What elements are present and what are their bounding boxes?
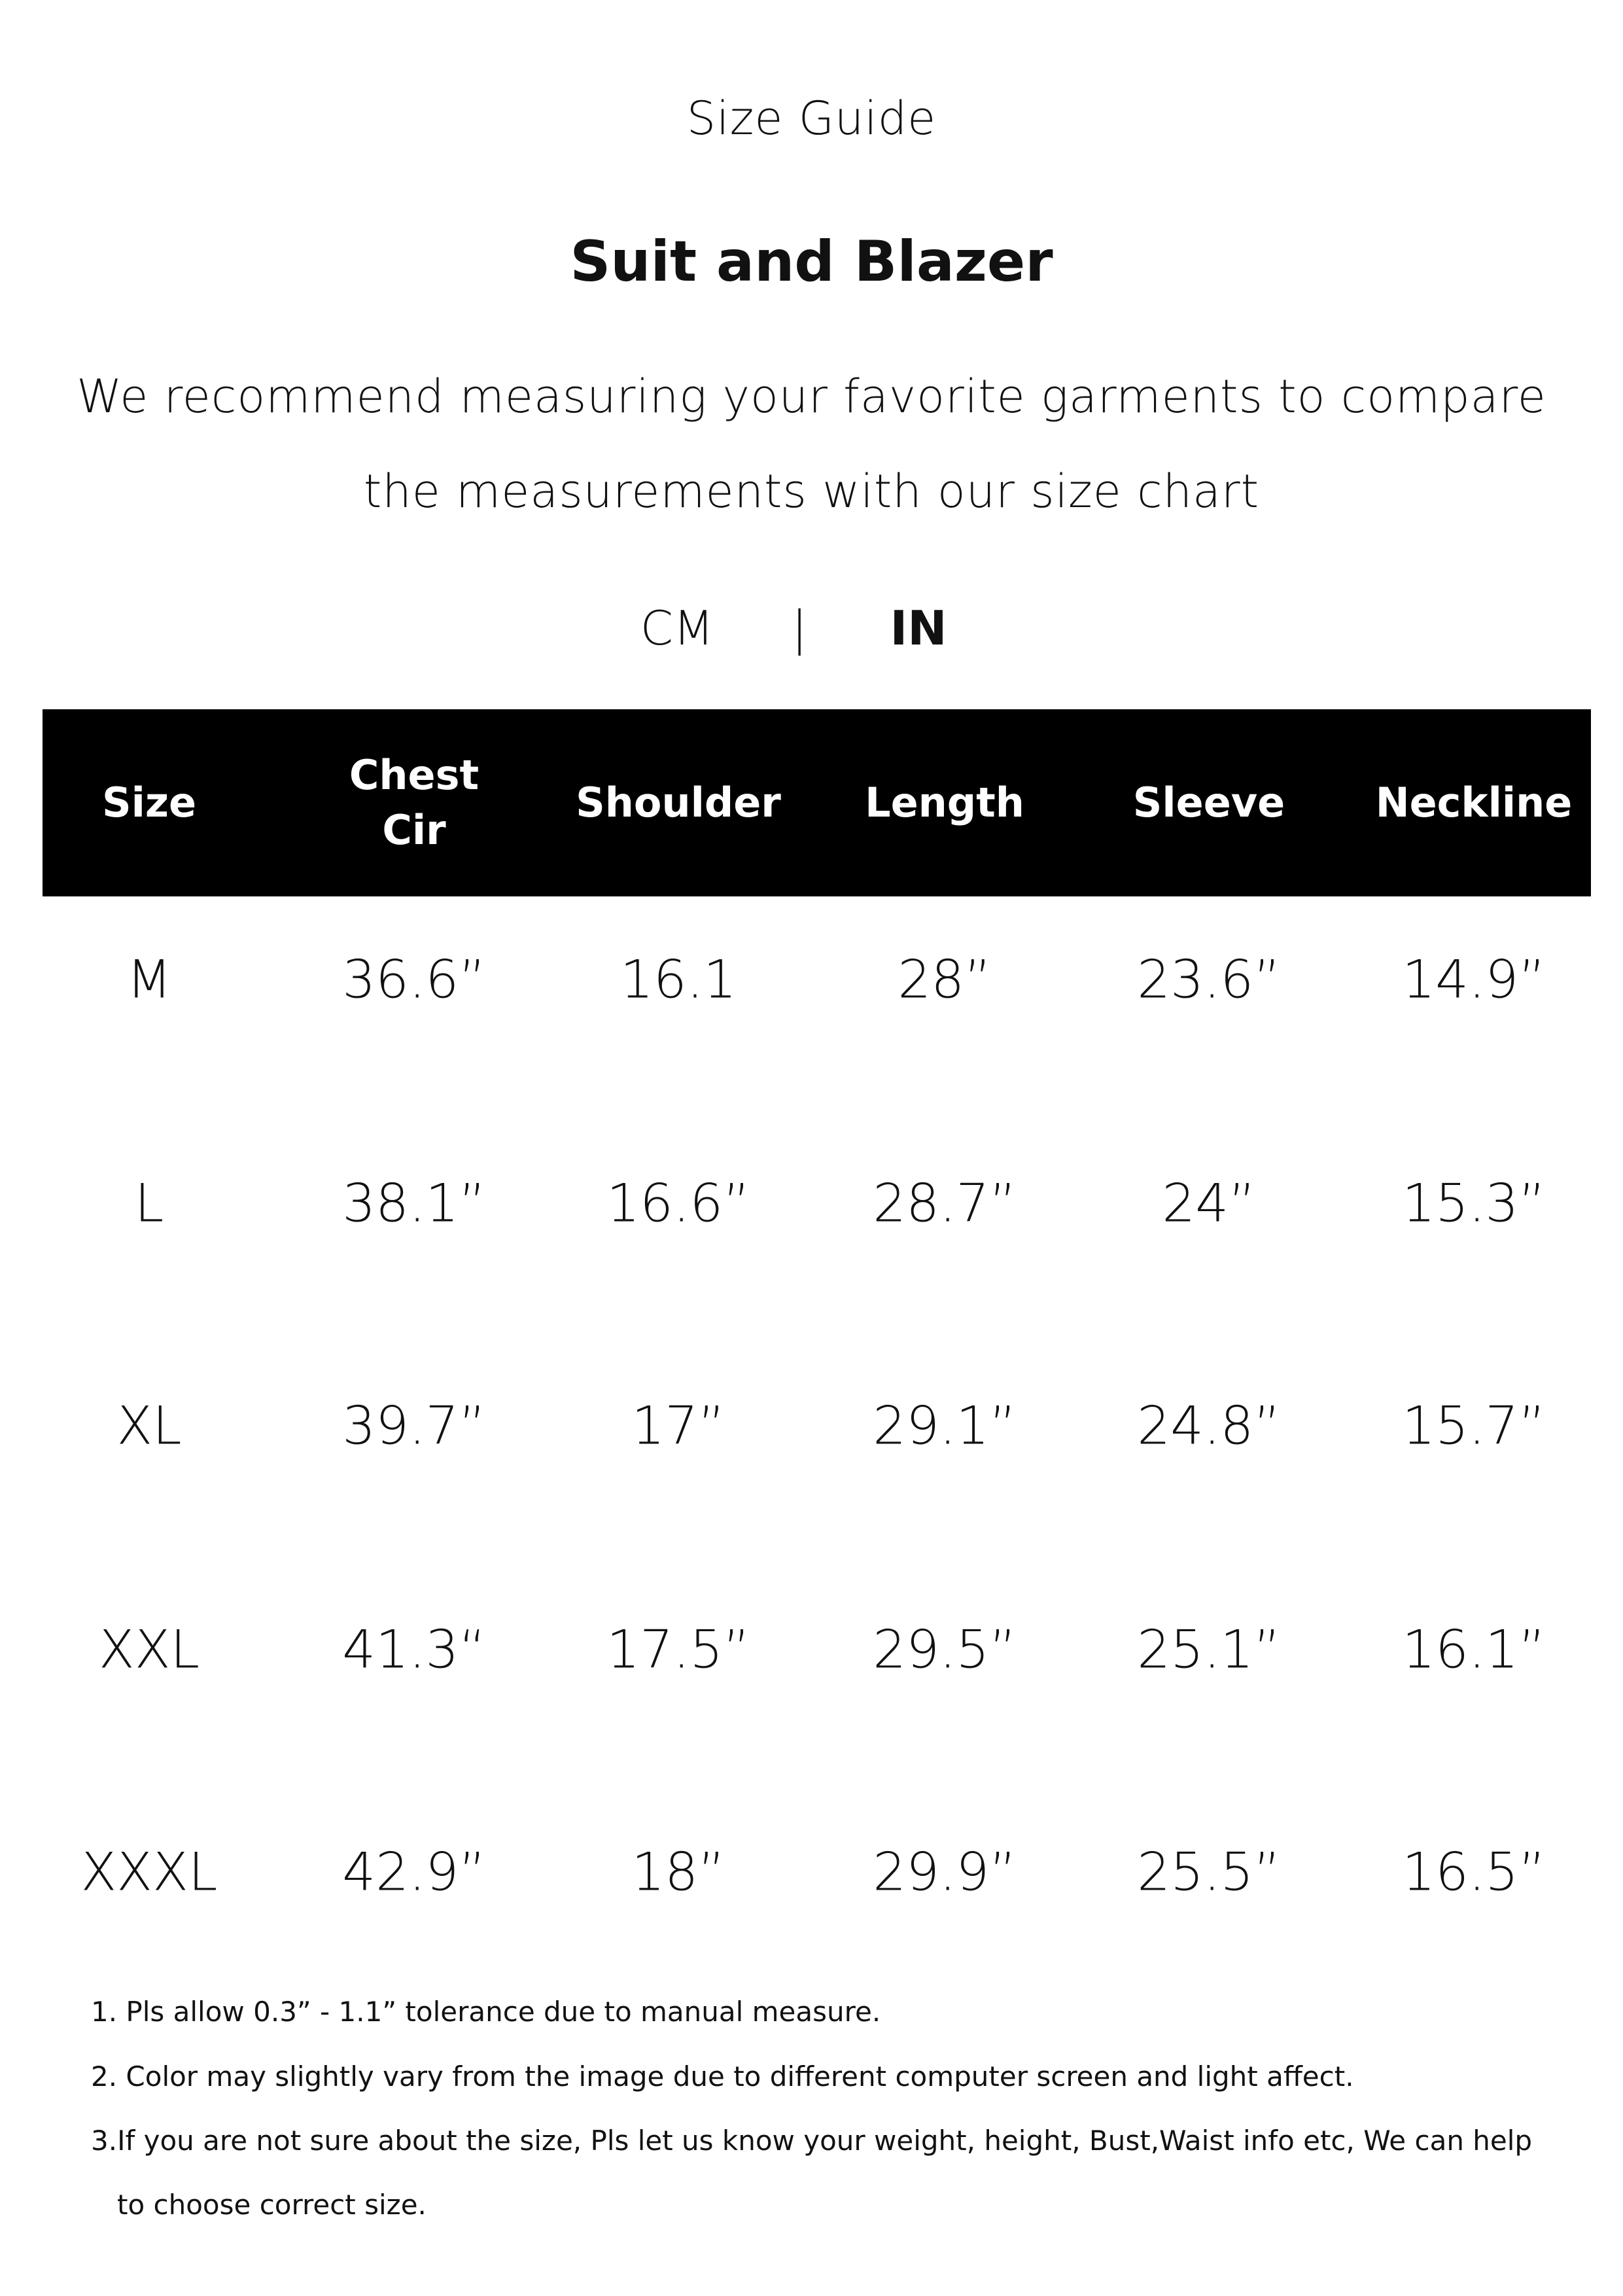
cell-sleeve: 23.6” [1137,949,1281,1010]
cell-size: XL [116,1395,182,1457]
cell-sleeve: 25.1” [1137,1619,1281,1680]
cell-neckline: 15.7” [1402,1395,1546,1457]
cell-length: 29.5” [873,1619,1017,1680]
unit-toggle-cm[interactable]: CM [640,601,714,656]
cell-shoulder: 18” [631,1841,725,1903]
note-3: 3.If you are not sure about the size, Pl… [91,2125,1533,2157]
cell-neckline: 15.3” [1402,1173,1546,1234]
page-title: Suit and Blazer [570,229,1053,294]
cell-chest-cir: 42.9” [342,1841,486,1903]
cell-chest-cir: 41.3“ [342,1619,486,1680]
column-header-size: Size [101,779,197,826]
unit-toggle-in[interactable]: IN [890,601,947,656]
cell-neckline: 16.1” [1402,1619,1546,1680]
cell-shoulder: 16.6” [606,1173,750,1234]
table-header: Size Chest Cir Shoulder Length Sleeve Necklin… [43,709,1591,896]
cell-shoulder: 17.5” [606,1619,750,1680]
cell-size: M [126,949,172,1010]
cell-shoulder: 17” [631,1395,725,1457]
note-2: 2. Color may slightly vary from the imag… [91,2060,1354,2093]
column-header-sleeve: Sleeve [1132,779,1285,826]
cell-chest-cir: 36.6” [342,949,486,1010]
intro-text-line-2: the measurements with our size chart [363,465,1260,518]
column-header-chest-cir: Chest Cir [349,751,480,854]
cell-chest-cir: 38.1” [342,1173,486,1234]
note-1: 1. Pls allow 0.3” - 1.1” tolerance due t… [91,1996,881,2028]
cell-shoulder: 16.1 [620,949,737,1010]
cell-size: XXXL [80,1841,218,1903]
cell-length: 28” [898,949,992,1010]
cell-length: 28.7” [873,1173,1017,1234]
cell-neckline: 14.9” [1402,949,1546,1010]
cell-size: L [134,1173,164,1234]
cell-chest-cir: 39.7” [342,1395,486,1457]
cell-length: 29.9” [873,1841,1017,1903]
cell-sleeve: 24.8” [1137,1395,1281,1457]
cell-neckline: 16.5” [1402,1841,1546,1903]
intro-text-line-1: We recommend measuring your favorite gar… [77,370,1546,423]
column-header-neckline: Neckline [1375,779,1573,826]
column-header-length: Length [865,779,1024,826]
size-guide-label: Size Guide [686,92,937,145]
note-3-continued: to choose correct size. [117,2189,427,2221]
cell-sleeve: 25.5” [1137,1841,1281,1903]
cell-size: XXL [98,1619,200,1680]
cell-sleeve: 24” [1162,1173,1256,1234]
cell-length: 29.1” [873,1395,1017,1457]
unit-separator: | [791,601,808,656]
column-header-shoulder: Shoulder [576,779,781,826]
